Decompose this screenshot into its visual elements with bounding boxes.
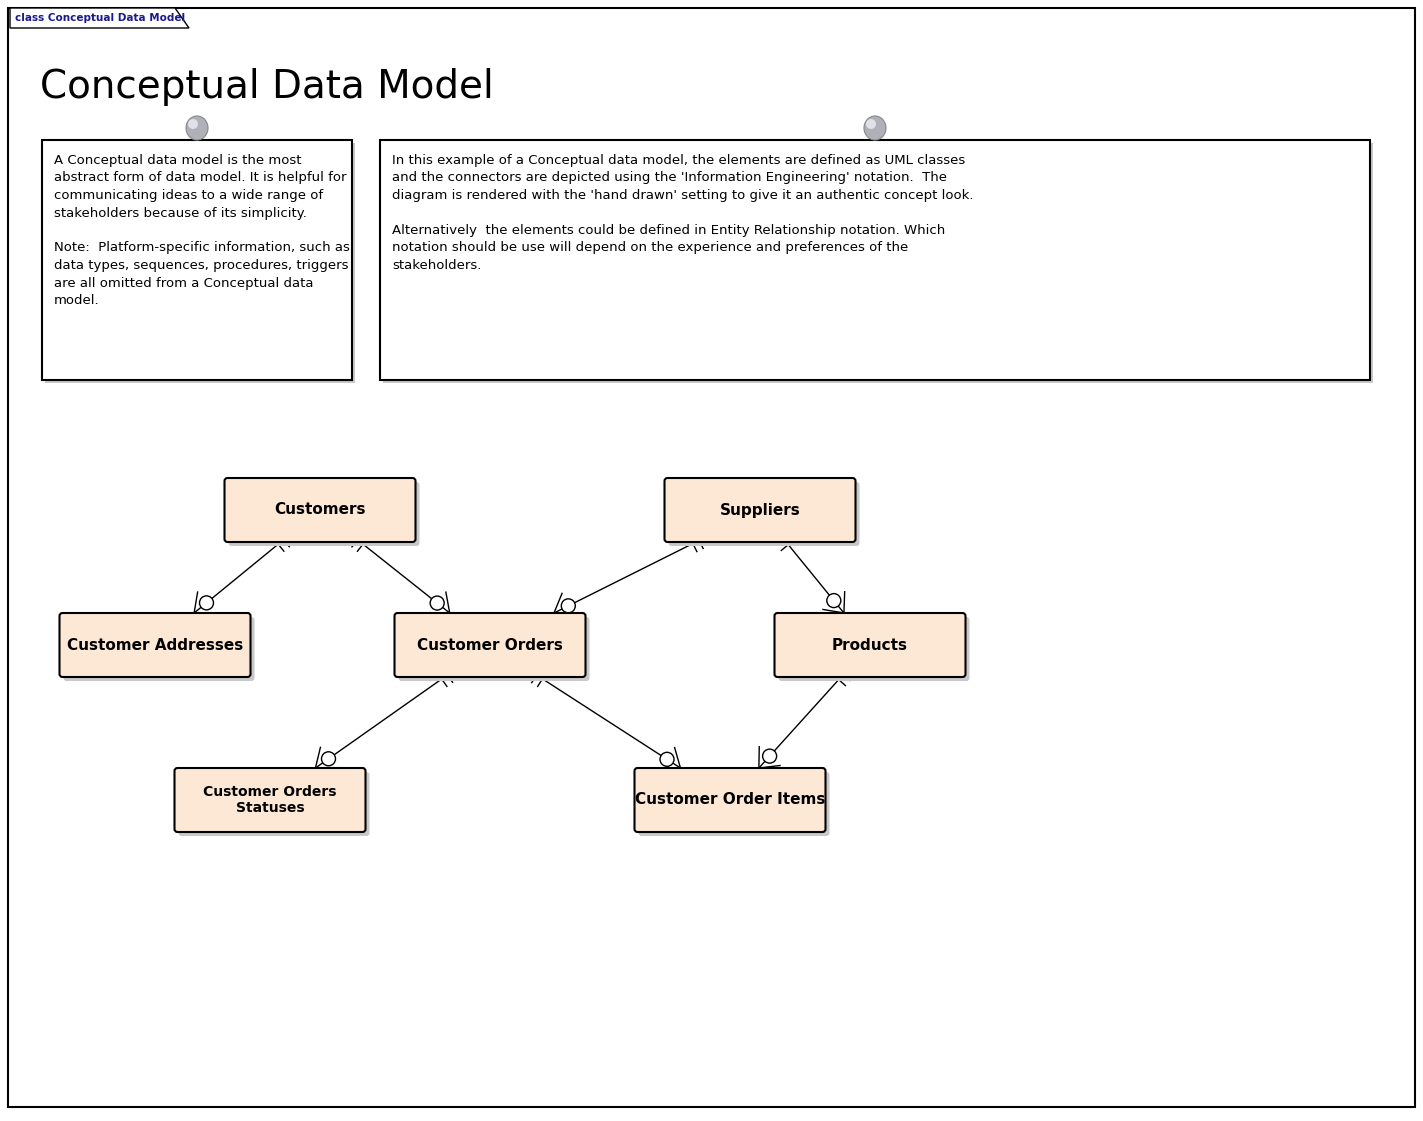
FancyBboxPatch shape	[383, 143, 1373, 383]
FancyBboxPatch shape	[380, 140, 1370, 380]
Ellipse shape	[763, 749, 777, 763]
FancyBboxPatch shape	[774, 613, 965, 677]
Ellipse shape	[188, 119, 198, 129]
Ellipse shape	[864, 115, 887, 140]
Text: Customer Addresses: Customer Addresses	[67, 638, 243, 652]
FancyBboxPatch shape	[43, 140, 351, 380]
Polygon shape	[10, 8, 189, 28]
FancyBboxPatch shape	[229, 482, 420, 546]
Ellipse shape	[660, 752, 675, 767]
Ellipse shape	[827, 594, 841, 608]
Ellipse shape	[199, 596, 213, 610]
FancyBboxPatch shape	[669, 482, 859, 546]
Ellipse shape	[186, 115, 208, 140]
FancyBboxPatch shape	[665, 478, 855, 541]
Ellipse shape	[430, 596, 444, 610]
Text: Products: Products	[832, 638, 908, 652]
FancyBboxPatch shape	[178, 772, 370, 836]
FancyBboxPatch shape	[46, 143, 354, 383]
Text: class Conceptual Data Model: class Conceptual Data Model	[16, 13, 185, 24]
Text: Conceptual Data Model: Conceptual Data Model	[40, 68, 494, 106]
FancyBboxPatch shape	[394, 613, 585, 677]
FancyBboxPatch shape	[175, 768, 366, 832]
FancyBboxPatch shape	[64, 617, 255, 680]
Text: Customer Orders
Statuses: Customer Orders Statuses	[203, 785, 337, 815]
Text: In this example of a Conceptual data model, the elements are defined as UML clas: In this example of a Conceptual data mod…	[391, 154, 973, 272]
Ellipse shape	[322, 752, 336, 766]
FancyBboxPatch shape	[60, 613, 250, 677]
FancyBboxPatch shape	[398, 617, 589, 680]
FancyBboxPatch shape	[778, 617, 969, 680]
Ellipse shape	[561, 599, 575, 613]
Text: Suppliers: Suppliers	[720, 502, 800, 518]
FancyBboxPatch shape	[635, 768, 825, 832]
Text: Customer Order Items: Customer Order Items	[635, 793, 825, 807]
Text: Customer Orders: Customer Orders	[417, 638, 564, 652]
FancyBboxPatch shape	[225, 478, 416, 541]
Ellipse shape	[867, 119, 877, 129]
FancyBboxPatch shape	[639, 772, 830, 836]
Text: Customers: Customers	[275, 502, 366, 518]
Text: A Conceptual data model is the most
abstract form of data model. It is helpful f: A Conceptual data model is the most abst…	[54, 154, 350, 307]
